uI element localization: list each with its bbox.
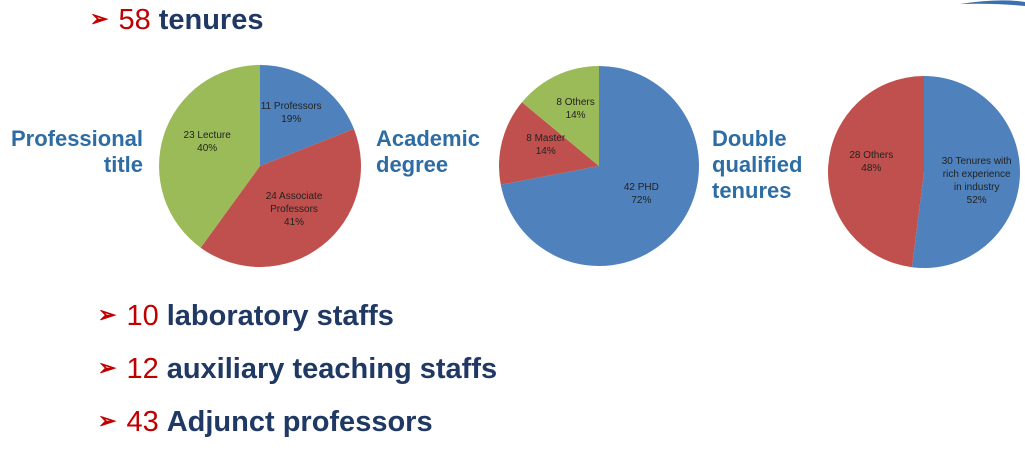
bullet-arrow: ➢: [98, 302, 117, 327]
slice-value: 14%: [535, 146, 556, 158]
pie-slice: [499, 102, 599, 185]
slice-value: 19%: [281, 114, 302, 126]
slice-value: 48%: [861, 162, 882, 174]
slice-value: 72%: [631, 195, 652, 207]
slice-value: 41%: [284, 216, 305, 228]
slice-label: 11 Professors 19%: [252, 100, 330, 126]
slice-category: 11 Professors: [260, 101, 322, 113]
slice-category: 42 PHD: [623, 182, 659, 194]
chart-title: Professional title: [10, 126, 143, 177]
bullet-text: auxiliary teaching staffs: [166, 353, 498, 385]
slice-label: 8 Others 14%: [537, 96, 615, 122]
slice-value: 52%: [966, 195, 987, 207]
slice-category: 24 Associate Professors: [265, 190, 323, 215]
slice-category: 23 Lecture: [183, 129, 231, 141]
chart-title: Double qualified tenures: [712, 126, 803, 203]
bullet-arrow: ➢: [90, 6, 109, 31]
pie-slice: [828, 76, 924, 268]
pie-slice: [911, 76, 1020, 268]
pie-slice: [500, 66, 699, 266]
slice-category: 8 Master: [526, 133, 566, 145]
bullet-arrow: ➢: [98, 355, 117, 380]
slice-label: 23 Lecture 40%: [168, 129, 246, 155]
slice-label: 42 PHD 72%: [602, 181, 680, 207]
bullet-number: 10: [126, 300, 159, 332]
slice-label: 8 Master 14%: [507, 132, 585, 158]
bullet: ➢ 43 Adjunct professors: [98, 406, 433, 439]
pie-slice: [200, 128, 362, 268]
bullet: ➢ 12 auxiliary teaching staffs: [98, 353, 497, 386]
slice-value: 14%: [565, 110, 586, 122]
bullet-number: 58: [118, 4, 151, 36]
pie-slice: [158, 65, 260, 248]
bullet-number: 12: [126, 353, 159, 385]
slice-category: 30 Tenures with rich experience in indus…: [941, 156, 1012, 194]
slice-label: 28 Others 48%: [832, 149, 910, 175]
slice-value: 40%: [197, 142, 218, 154]
bullet-text: Adjunct professors: [166, 406, 433, 438]
bullet-number: 43: [126, 406, 159, 438]
pie-slice: [260, 65, 354, 166]
slice-label: 24 Associate Professors 41%: [255, 190, 333, 229]
slice-category: 8 Others: [556, 97, 595, 109]
bullet: ➢ 10 laboratory staffs: [98, 300, 394, 333]
pie-slice: [521, 66, 599, 166]
chart-title: Academic degree: [376, 126, 480, 177]
bullet: ➢ 58 tenures: [90, 4, 263, 37]
slice-label: 30 Tenures with rich experience in indus…: [938, 155, 1016, 207]
bullet-text: laboratory staffs: [166, 300, 394, 332]
bullet-arrow: ➢: [98, 408, 117, 433]
slice-category: 28 Others: [849, 149, 894, 161]
decoration: [960, 0, 1025, 7]
bullet-text: tenures: [158, 4, 264, 36]
